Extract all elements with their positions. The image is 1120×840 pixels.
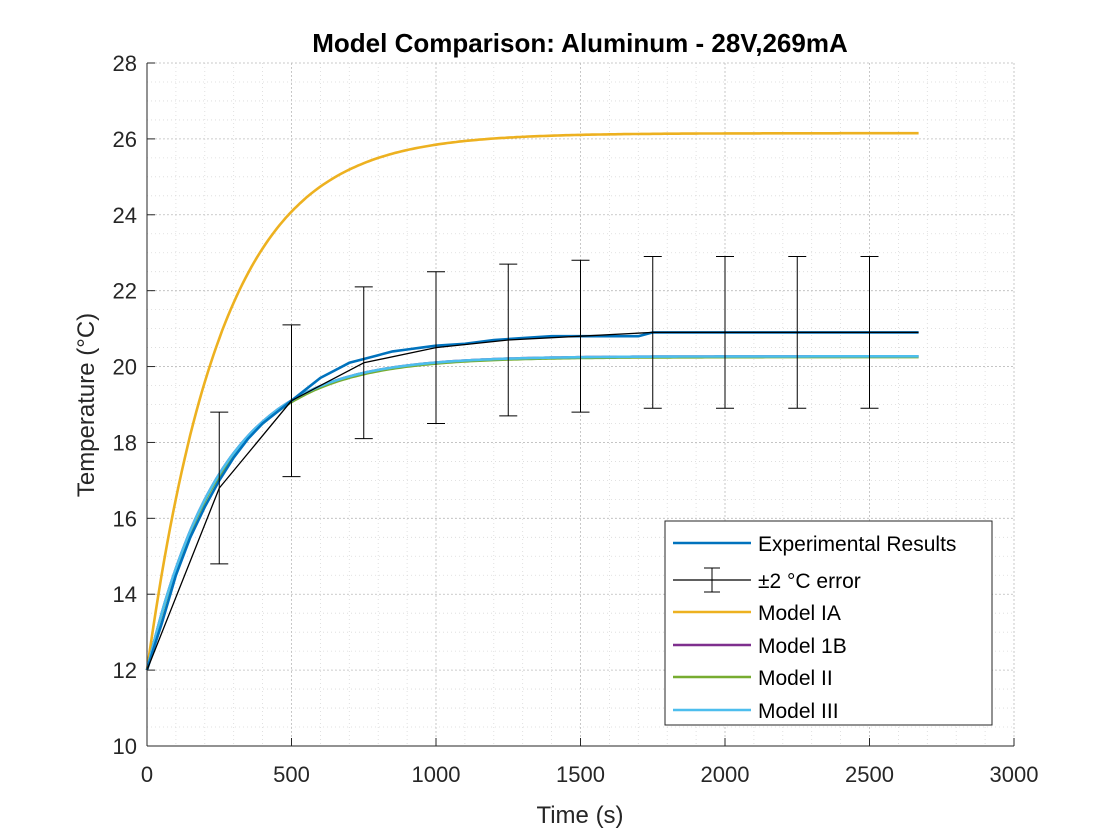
x-tick-label: 0 bbox=[141, 762, 153, 787]
x-axis-label: Time (s) bbox=[536, 802, 623, 829]
legend-box bbox=[664, 520, 993, 726]
legend-label: Model IA bbox=[758, 602, 841, 625]
y-axis-ticks: 10 12 14 16 18 20 22 24 26 28 bbox=[113, 51, 155, 759]
legend-label: ±2 °C error bbox=[758, 570, 861, 593]
x-tick-label: 1500 bbox=[556, 762, 605, 787]
series-layer bbox=[145, 131, 919, 671]
error-bars bbox=[210, 256, 879, 565]
legend-label: Model II bbox=[758, 667, 833, 690]
x-tick-label: 2500 bbox=[845, 762, 894, 787]
y-tick-label: 14 bbox=[113, 582, 137, 607]
x-tick-label: 3000 bbox=[990, 762, 1039, 787]
y-tick-label: 12 bbox=[113, 658, 137, 683]
x-axis-ticks: 0 500 1000 1500 2000 2500 3000 bbox=[141, 738, 1039, 787]
y-tick-label: 20 bbox=[113, 355, 137, 380]
series-line-model-ia bbox=[145, 131, 919, 671]
y-tick-label: 18 bbox=[113, 430, 137, 455]
series-line--2-c-error bbox=[146, 331, 919, 671]
y-tick-label: 22 bbox=[113, 279, 137, 304]
legend-label: Model III bbox=[758, 700, 839, 723]
x-tick-label: 500 bbox=[273, 762, 310, 787]
series-line-experimental-results bbox=[145, 331, 919, 671]
legend-label: Model 1B bbox=[758, 635, 847, 658]
chart-title: Model Comparison: Aluminum - 28V,269mA bbox=[312, 28, 848, 58]
y-tick-label: 28 bbox=[113, 51, 137, 76]
y-axis-label: Temperature (°C) bbox=[73, 313, 100, 497]
x-tick-label: 2000 bbox=[701, 762, 750, 787]
y-tick-label: 24 bbox=[113, 203, 137, 228]
legend-label: Experimental Results bbox=[758, 533, 956, 556]
y-tick-label: 10 bbox=[113, 734, 137, 759]
y-tick-label: 16 bbox=[113, 506, 137, 531]
y-tick-label: 26 bbox=[113, 127, 137, 152]
x-tick-label: 1000 bbox=[412, 762, 461, 787]
series-line-model-iii bbox=[145, 355, 919, 671]
legend: Experimental Results ±2 °C error Model IA M… bbox=[664, 520, 993, 726]
